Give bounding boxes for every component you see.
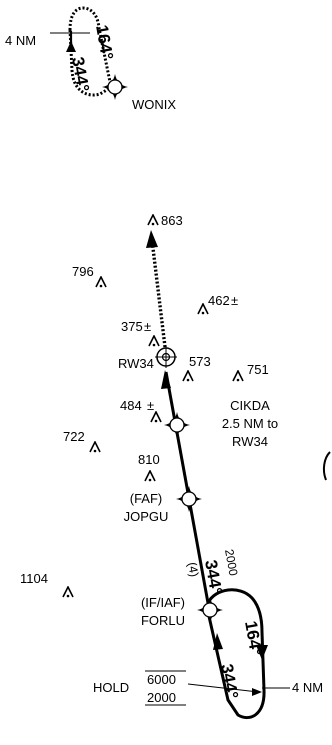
missed-approach-path (146, 230, 168, 356)
obstacle-elev: 573 (189, 354, 211, 369)
final-altitude: 2000 (222, 548, 240, 577)
obstacle-icon (147, 214, 159, 226)
rw34-label: RW34 (118, 356, 154, 371)
obstacle-tolerance: ± (144, 319, 151, 334)
wonix-label: WONIX (132, 97, 176, 112)
hold-max-altitude: 6000 (147, 672, 176, 687)
obstacle-icon (232, 370, 244, 382)
obstacle-elev: 1104 (20, 571, 48, 586)
fix-icon (196, 596, 224, 624)
faf-name: JOPGU (124, 509, 169, 524)
obstacle-icon (144, 470, 156, 482)
obstacle-elev: 375 (121, 319, 143, 334)
obstacle-elev: 722 (63, 429, 85, 444)
cikda-reference: RW34 (232, 434, 268, 449)
obstacle-elev: 462 (208, 293, 230, 308)
obstacle-icon (148, 335, 160, 347)
iaf-forlu: (IF/IAF) FORLU (141, 595, 224, 628)
obstacle-icon (89, 441, 101, 453)
hold-bottom-inbound-course: 344° (217, 662, 242, 700)
rw34-waypoint: RW34 (118, 346, 177, 371)
hold-min-altitude: 2000 (147, 690, 176, 705)
obstacle-icon (197, 303, 209, 315)
faf-role: (FAF) (130, 491, 163, 506)
obstacle-icon (182, 370, 194, 382)
hold-top-inbound-course: 344° (68, 55, 93, 93)
fix-icon (163, 411, 191, 439)
obstacles: 863 796 462 ± 375 ± 573 751 484 ± 722 81… (20, 213, 269, 598)
edge-partial-mark (322, 451, 331, 481)
fix-icon (175, 485, 203, 513)
cikda-fix: CIKDA 2.5 NM to RW34 (163, 398, 278, 449)
cikda-distance: 2.5 NM to (222, 416, 278, 431)
obstacle-elev: 863 (161, 213, 183, 228)
iaf-role: (IF/IAF) (141, 595, 185, 610)
obstacle-elev: 484 (120, 398, 142, 413)
obstacle-icon (62, 586, 74, 598)
hold-bottom-distance: 4 NM (292, 680, 323, 695)
obstacle-elev: 796 (72, 264, 94, 279)
obstacle-icon (150, 411, 162, 423)
obstacle-tolerance: ± (147, 398, 154, 413)
final-approach-course (161, 370, 210, 604)
hold-top-outbound-course: 164° (92, 23, 117, 61)
faf-jopgu: (FAF) JOPGU (124, 485, 203, 524)
iaf-name: FORLU (141, 613, 185, 628)
hold-pattern-top: 4 NM 344° 164° WONIX (5, 6, 176, 112)
cikda-name: CIKDA (230, 398, 270, 413)
obstacle-elev: 751 (247, 362, 269, 377)
obstacle-tolerance: ± (231, 293, 238, 308)
final-distance: (4) (185, 561, 201, 578)
hold-label: HOLD (93, 680, 129, 695)
obstacle-icon (95, 276, 107, 288)
wonix-fix-icon (101, 73, 129, 101)
hold-top-distance: 4 NM (5, 33, 36, 48)
hold-pattern-bottom: 164° 344° 4 NM (206, 588, 323, 720)
hold-altitude-annotation: HOLD 6000 2000 (93, 670, 262, 706)
obstacle-elev: 810 (138, 452, 160, 467)
